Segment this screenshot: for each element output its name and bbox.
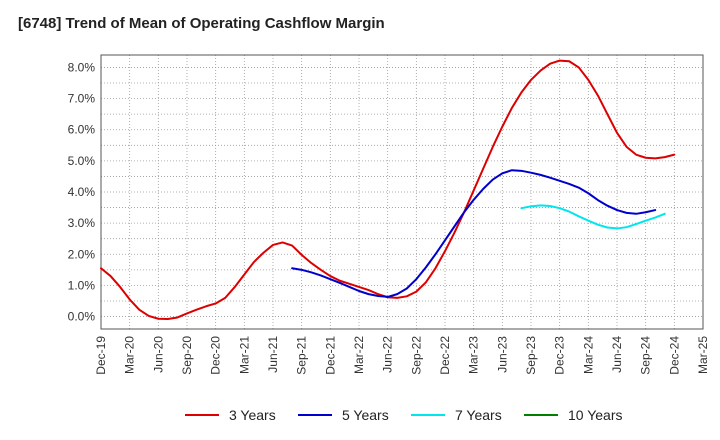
x-tick-label: Mar-21 (237, 336, 251, 374)
series-line-5-years (291, 169, 657, 298)
y-tick-label: 6.0% (68, 123, 96, 137)
x-tick-label: Sep-24 (639, 336, 653, 375)
y-tick-label: 3.0% (68, 216, 96, 230)
legend-label-3-years: 3 Years (229, 407, 276, 423)
legend-label-7-years: 7 Years (455, 407, 502, 423)
y-tick-label: 1.0% (68, 278, 96, 292)
x-tick-label: Jun-24 (610, 336, 624, 373)
x-tick-label: Mar-24 (581, 336, 595, 374)
legend-label-5-years: 5 Years (342, 407, 389, 423)
x-tick-label: Jun-23 (495, 336, 509, 373)
legend-label-10-years: 10 Years (568, 407, 623, 423)
x-tick-label: Jun-21 (266, 336, 280, 373)
plot-border (100, 54, 704, 330)
y-tick-label: 0.0% (68, 310, 96, 324)
x-tick-label: Mar-20 (123, 336, 137, 374)
legend-swatch-3-years (185, 414, 219, 416)
y-axis: 0.0% 1.0% 2.0% 3.0% 4.0% 5.0% 6.0% 7.0% 8.0% (68, 60, 96, 323)
x-tick-label: Dec-21 (323, 336, 337, 375)
y-tick-label: 7.0% (68, 92, 96, 106)
x-tick-label: Dec-24 (667, 336, 681, 375)
x-tick-label: Sep-20 (180, 336, 194, 375)
x-tick-label: Sep-21 (295, 336, 309, 375)
legend: 3 Years 5 Years 7 Years 10 Years (0, 404, 720, 426)
legend-swatch-7-years (411, 414, 445, 416)
chart-title: [6748] Trend of Mean of Operating Cashfl… (18, 15, 385, 32)
y-tick-label: 4.0% (68, 185, 96, 199)
x-tick-label: Mar-23 (467, 336, 481, 374)
plot-frame (100, 54, 704, 330)
legend-item-7-years: 7 Years (411, 404, 502, 426)
x-axis: Dec-19 Mar-20 Jun-20 Sep-20 Dec-20 Mar-21 Jun-… (94, 336, 710, 375)
legend-swatch-10-years (524, 414, 558, 416)
y-tick-label: 5.0% (68, 154, 96, 168)
x-tick-label: Jun-22 (381, 336, 395, 373)
x-tick-label: Dec-23 (553, 336, 567, 375)
grid-layer (100, 55, 704, 329)
series-layer (100, 59, 676, 321)
legend-item-5-years: 5 Years (298, 404, 389, 426)
x-tick-label: Sep-23 (524, 336, 538, 375)
x-tick-label: Dec-19 (94, 336, 108, 375)
series-line-7-years (520, 204, 666, 230)
x-tick-label: Sep-22 (409, 336, 423, 375)
x-tick-label: Mar-22 (352, 336, 366, 374)
x-tick-label: Mar-25 (696, 336, 710, 374)
legend-item-10-years: 10 Years (524, 404, 623, 426)
y-tick-label: 8.0% (68, 60, 96, 74)
legend-swatch-5-years (298, 414, 332, 416)
y-tick-label: 2.0% (68, 247, 96, 261)
x-tick-label: Jun-20 (151, 336, 165, 373)
x-tick-label: Dec-20 (209, 336, 223, 375)
legend-item-3-years: 3 Years (185, 404, 276, 426)
x-tick-label: Dec-22 (438, 336, 452, 375)
